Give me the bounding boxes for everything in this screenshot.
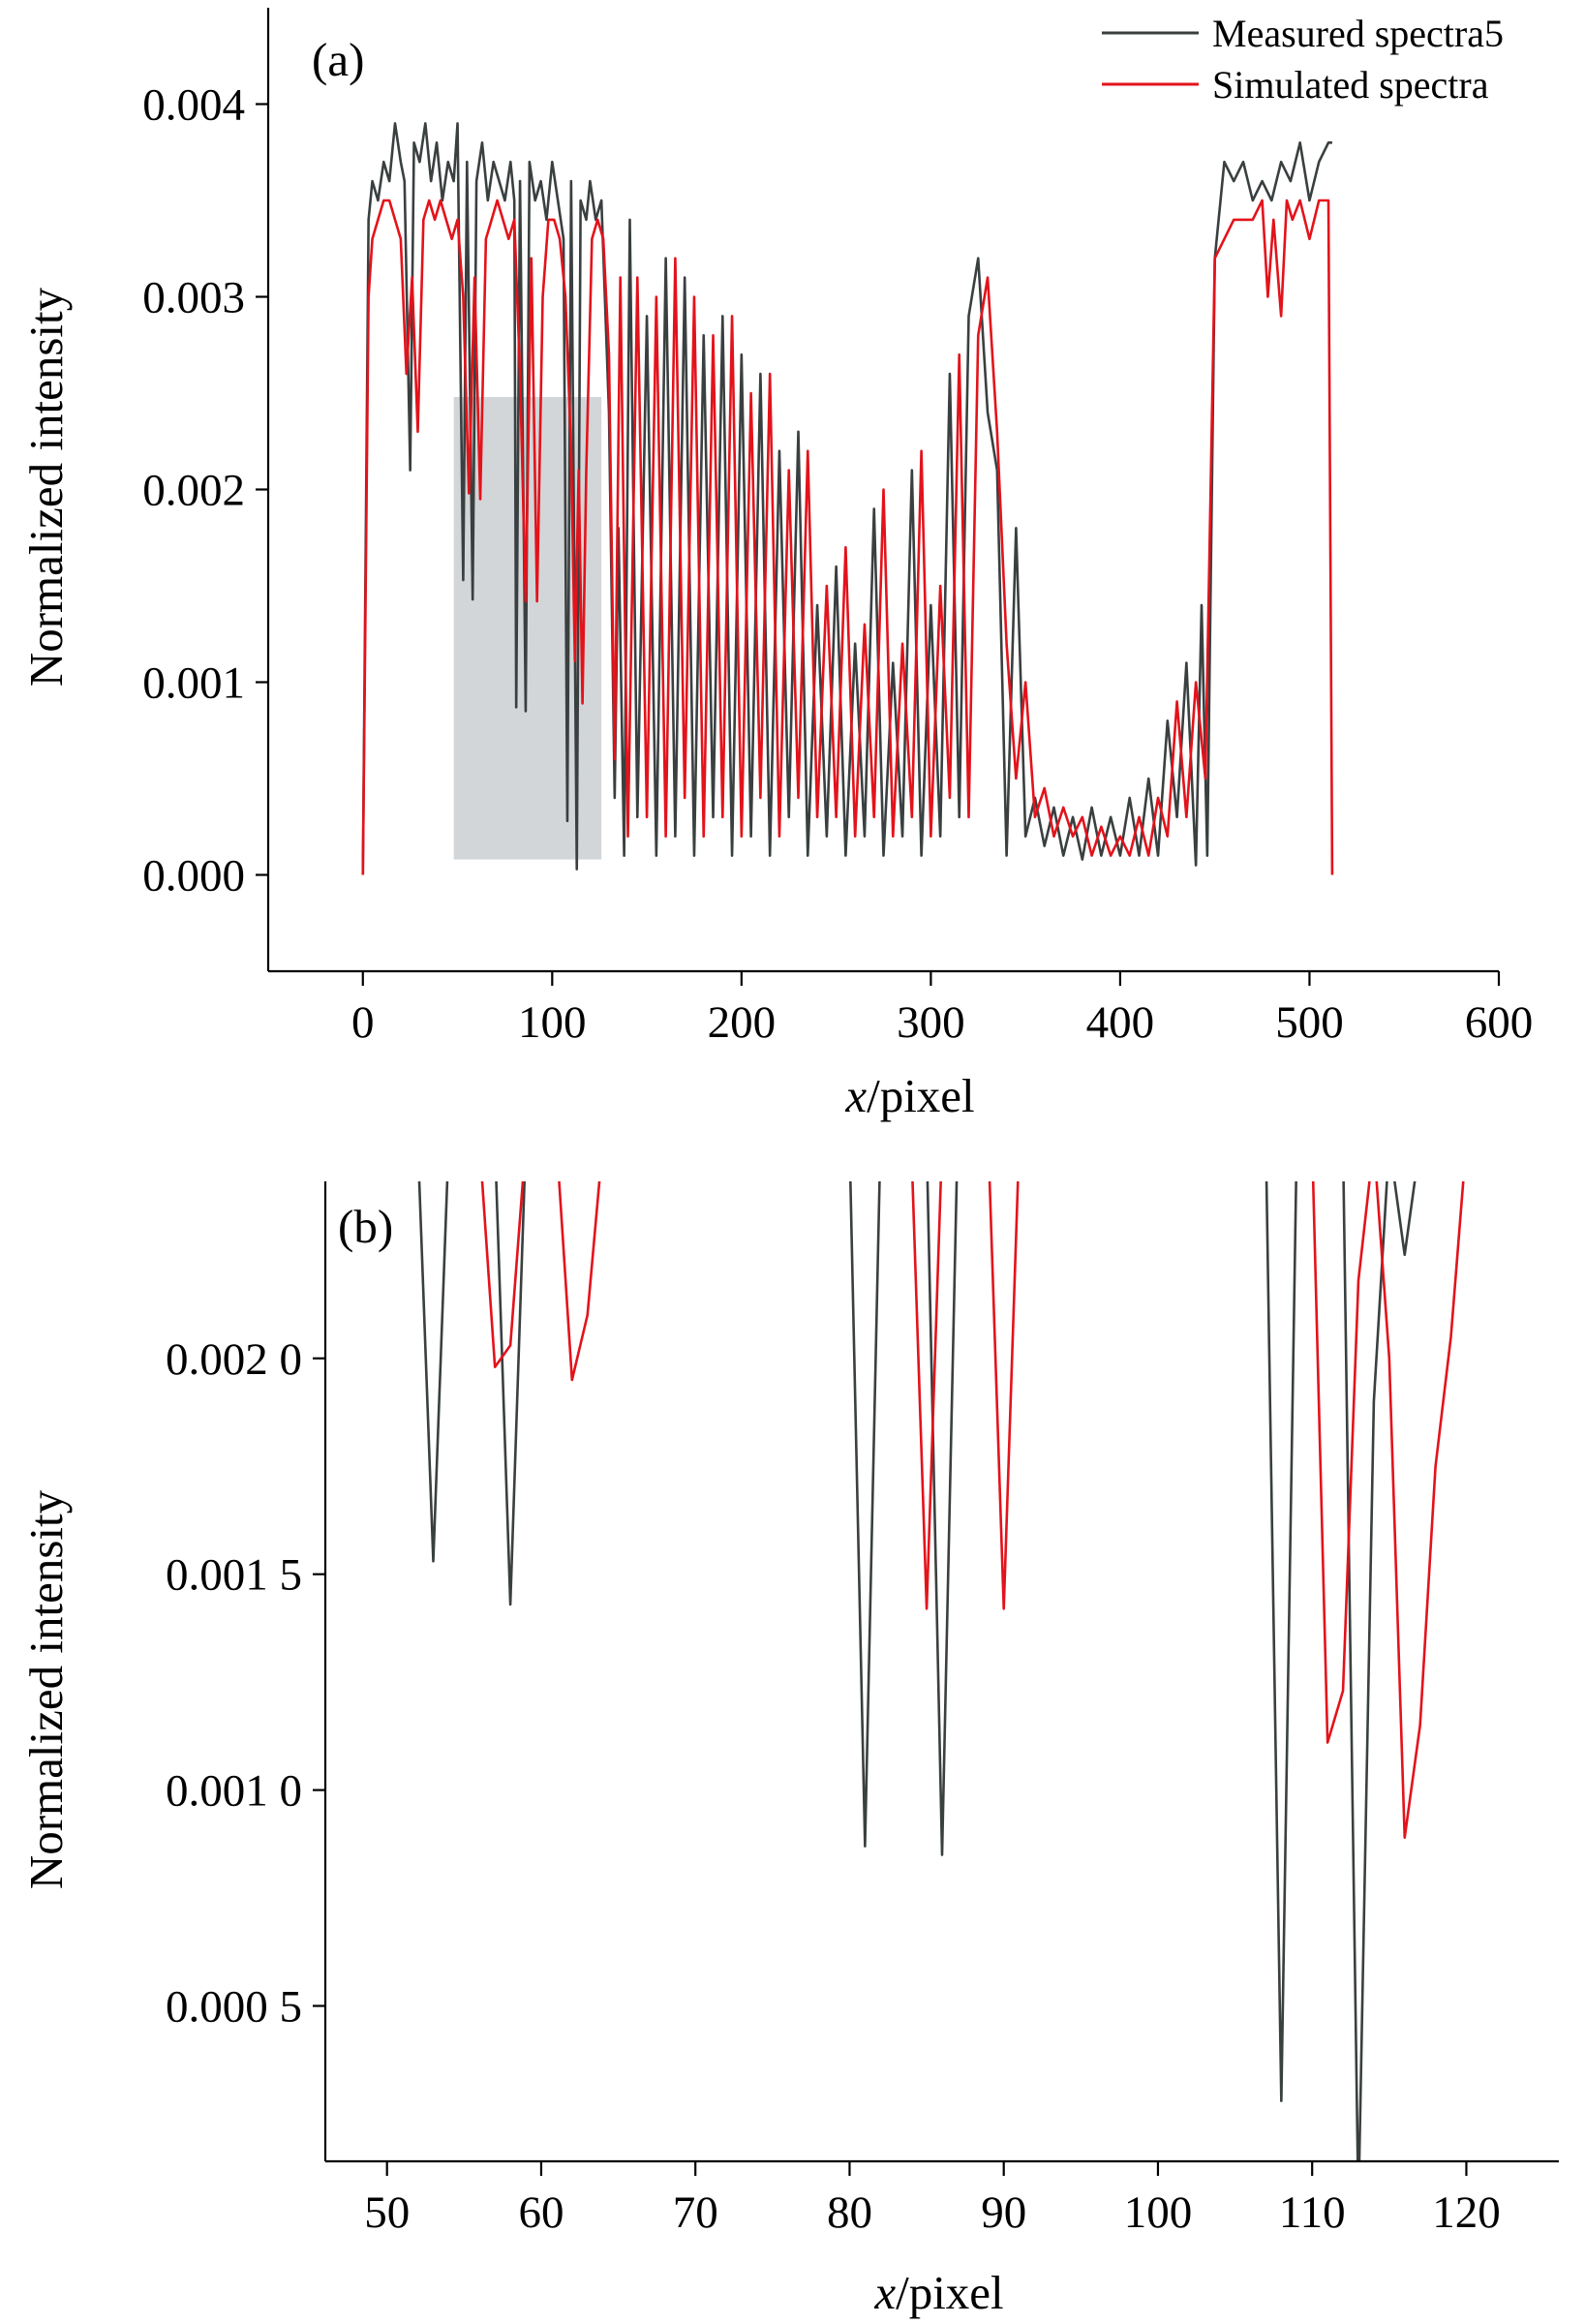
panel-a-series-group (361, 122, 1334, 875)
x-axis-title-unit: /pixel (867, 1069, 975, 1122)
y-tick-label: 0.003 (142, 273, 245, 323)
x-tick-label: 0 (351, 997, 375, 1048)
x-tick-label: 100 (1124, 2187, 1193, 2238)
x-axis-title-italic: x (873, 2266, 896, 2319)
legend: Measured spectra5 Simulated spectra (1102, 12, 1504, 107)
x-axis-title-italic: x (844, 1069, 867, 1122)
x-tick-label: 110 (1279, 2187, 1346, 2238)
y-tick-label: 0.001 5 (166, 1550, 302, 1601)
y-axis-title: Normalized intensity (19, 1489, 73, 1889)
y-tick-label: 0.000 (142, 851, 245, 902)
y-tick-label: 0.002 0 (166, 1334, 302, 1385)
y-tick-label: 0.004 (142, 80, 245, 131)
y-ticks: 0.000 5 0.001 0 0.001 5 0.002 0 (166, 1334, 325, 2033)
x-ticks: 50 60 70 80 90 100 110 120 (364, 2161, 1501, 2238)
x-tick-label: 500 (1275, 997, 1344, 1048)
x-tick-label: 80 (827, 2187, 872, 2238)
x-axis-title: x/pixel (844, 1069, 974, 1122)
measured-spectra-line (361, 122, 1332, 875)
y-tick-label: 0.001 (142, 658, 245, 709)
x-tick-label: 90 (981, 2187, 1026, 2238)
y-tick-label: 0.002 (142, 466, 245, 516)
x-tick-label: 60 (518, 2187, 564, 2238)
y-axis-title: Normalized intensity (19, 287, 73, 687)
y-tick-label: 0.000 5 (166, 1982, 302, 2033)
panel-b: 0.000 5 0.001 0 0.001 5 0.002 0 50 60 70 80 90 1… (19, 1181, 1559, 2319)
x-tick-label: 70 (673, 2187, 718, 2238)
measured-spectra-line (417, 1181, 1417, 2161)
x-ticks: 0 100 200 300 400 500 600 (351, 971, 1533, 1048)
simulated-spectra-line (480, 1181, 1465, 1839)
x-tick-label: 100 (518, 997, 587, 1048)
y-tick-label: 0.001 0 (166, 1766, 302, 1817)
panel-label: (b) (338, 1200, 393, 1253)
legend-label-measured: Measured spectra5 (1212, 12, 1504, 55)
x-axis-title-unit: /pixel (896, 2266, 1004, 2319)
simulated-spectra-line (361, 199, 1334, 875)
legend-label-simulated: Simulated spectra (1212, 63, 1489, 107)
x-tick-label: 300 (897, 997, 965, 1048)
panel-label: (a) (312, 33, 364, 86)
x-tick-label: 50 (364, 2187, 410, 2238)
panel-a: 0.000 0.001 0.002 0.003 0.004 0 100 200 300 400 5… (19, 8, 1533, 1122)
x-tick-label: 400 (1086, 997, 1155, 1048)
x-tick-label: 120 (1432, 2187, 1501, 2238)
y-ticks: 0.000 0.001 0.002 0.003 0.004 (142, 80, 268, 902)
x-tick-label: 600 (1465, 997, 1534, 1048)
x-axis-title: x/pixel (873, 2266, 1003, 2319)
panel-b-series-group (417, 1181, 1465, 2161)
x-tick-label: 200 (708, 997, 777, 1048)
